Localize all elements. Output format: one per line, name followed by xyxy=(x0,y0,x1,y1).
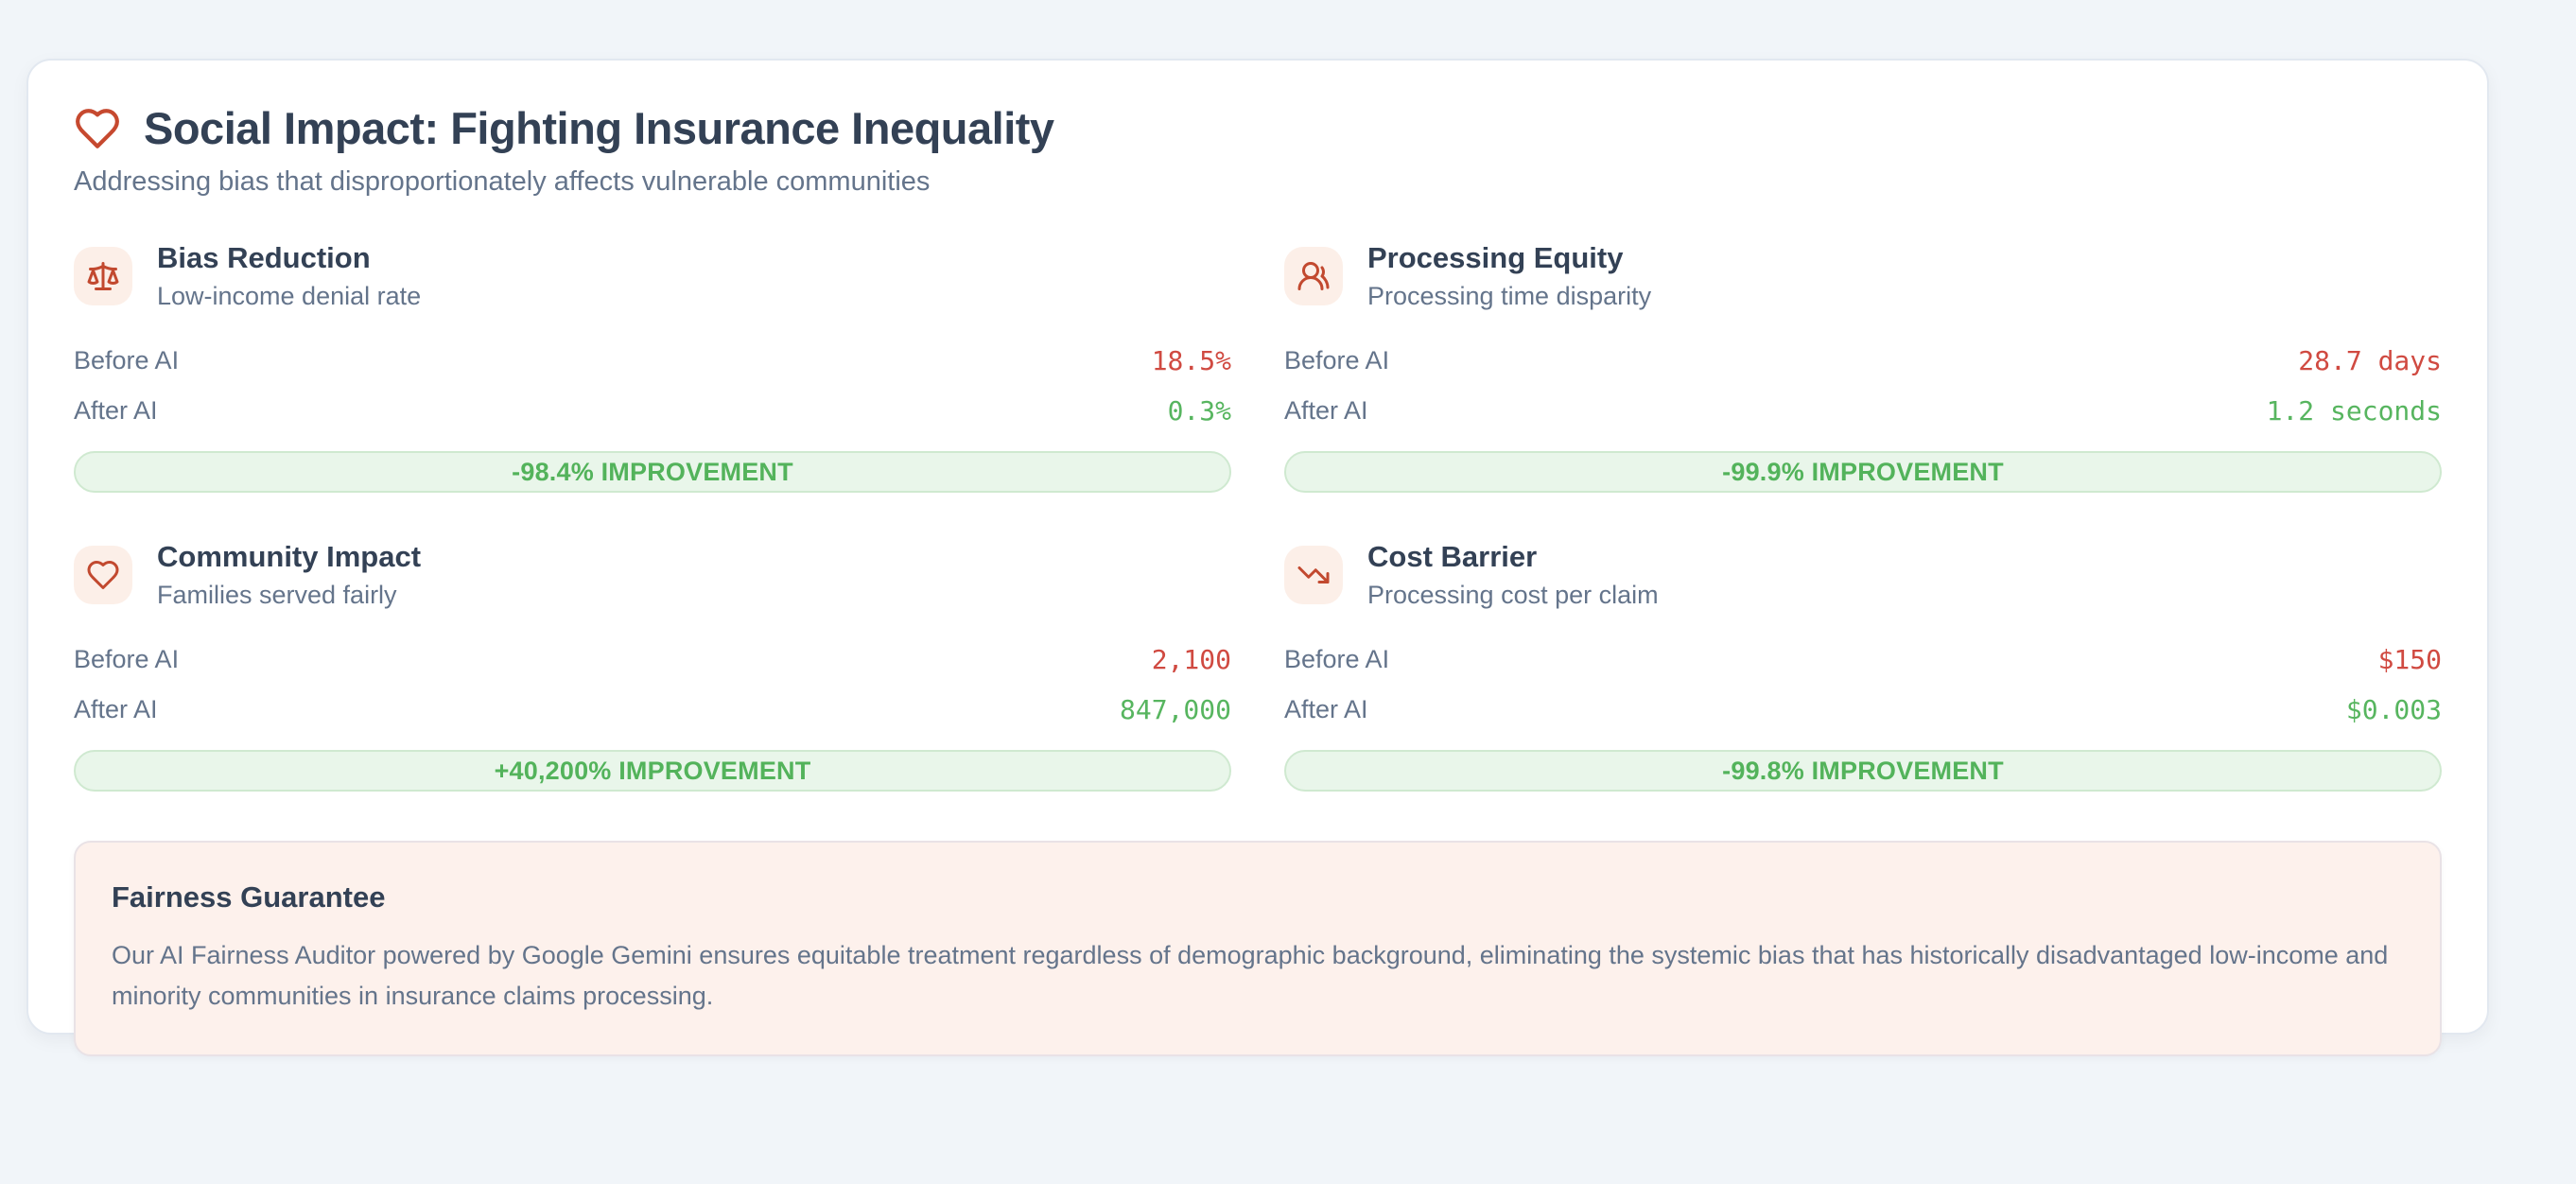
before-row: Before AI 28.7 days xyxy=(1284,336,2442,386)
metric-title: Cost Barrier xyxy=(1367,540,1538,573)
metric-card: Cost Barrier Processing cost per claim B… xyxy=(1284,540,2442,792)
before-row: Before AI 18.5% xyxy=(74,336,1231,386)
after-value: 847,000 xyxy=(1119,694,1231,725)
before-label: Before AI xyxy=(74,346,180,374)
panel-header: Social Impact: Fighting Insurance Inequa… xyxy=(74,102,2442,154)
after-label: After AI xyxy=(74,396,158,425)
after-value: 1.2 seconds xyxy=(2266,395,2442,427)
metric-card: Community Impact Families served fairly … xyxy=(74,540,1231,792)
after-label: After AI xyxy=(74,695,158,723)
after-row: After AI $0.003 xyxy=(1284,685,2442,735)
before-label: Before AI xyxy=(74,645,180,673)
page-title: Social Impact: Fighting Insurance Inequa… xyxy=(144,103,1054,153)
before-value: 18.5% xyxy=(1151,345,1231,376)
improvement-badge: -99.9% IMPROVEMENT xyxy=(1284,451,2442,493)
before-row: Before AI 2,100 xyxy=(74,635,1231,685)
after-value: 0.3% xyxy=(1167,395,1231,427)
improvement-badge: -98.4% IMPROVEMENT xyxy=(74,451,1231,493)
after-row: After AI 847,000 xyxy=(74,685,1231,735)
scale-icon xyxy=(74,247,132,305)
after-row: After AI 0.3% xyxy=(74,386,1231,436)
trending-down-icon xyxy=(1284,546,1343,604)
fairness-body: Our AI Fairness Auditor powered by Googl… xyxy=(112,941,2389,1011)
before-value: $150 xyxy=(2377,644,2442,675)
metric-subtitle: Families served fairly xyxy=(157,581,397,609)
metric-subtitle: Processing time disparity xyxy=(1367,282,1652,310)
before-value: 2,100 xyxy=(1151,644,1231,675)
metric-card: Bias Reduction Low-income denial rate Be… xyxy=(74,241,1231,493)
heart-icon xyxy=(74,546,132,604)
metric-title: Bias Reduction xyxy=(157,241,371,274)
panel-subtitle: Addressing bias that disproportionately … xyxy=(74,166,931,197)
social-impact-panel: Social Impact: Fighting Insurance Inequa… xyxy=(26,59,2489,1057)
metrics-grid: Bias Reduction Low-income denial rate Be… xyxy=(74,241,2442,792)
after-label: After AI xyxy=(1284,396,1368,425)
metric-subtitle: Processing cost per claim xyxy=(1367,581,1659,609)
after-row: After AI 1.2 seconds xyxy=(1284,386,2442,436)
users-icon xyxy=(1284,247,1343,305)
after-value: $0.003 xyxy=(2345,694,2442,725)
before-value: 28.7 days xyxy=(2298,345,2442,376)
metric-title: Community Impact xyxy=(157,540,422,573)
improvement-badge: -99.8% IMPROVEMENT xyxy=(1284,750,2442,792)
before-label: Before AI xyxy=(1284,346,1390,374)
after-label: After AI xyxy=(1284,695,1368,723)
before-label: Before AI xyxy=(1284,645,1390,673)
fairness-guarantee-box: Fairness Guarantee Our AI Fairness Audit… xyxy=(74,841,2442,1057)
metric-title: Processing Equity xyxy=(1367,241,1624,274)
before-row: Before AI $150 xyxy=(1284,635,2442,685)
fairness-title: Fairness Guarantee xyxy=(112,880,386,914)
metric-card: Processing Equity Processing time dispar… xyxy=(1284,241,2442,493)
improvement-badge: +40,200% IMPROVEMENT xyxy=(74,750,1231,792)
metric-subtitle: Low-income denial rate xyxy=(157,282,422,310)
heart-icon xyxy=(74,105,121,152)
